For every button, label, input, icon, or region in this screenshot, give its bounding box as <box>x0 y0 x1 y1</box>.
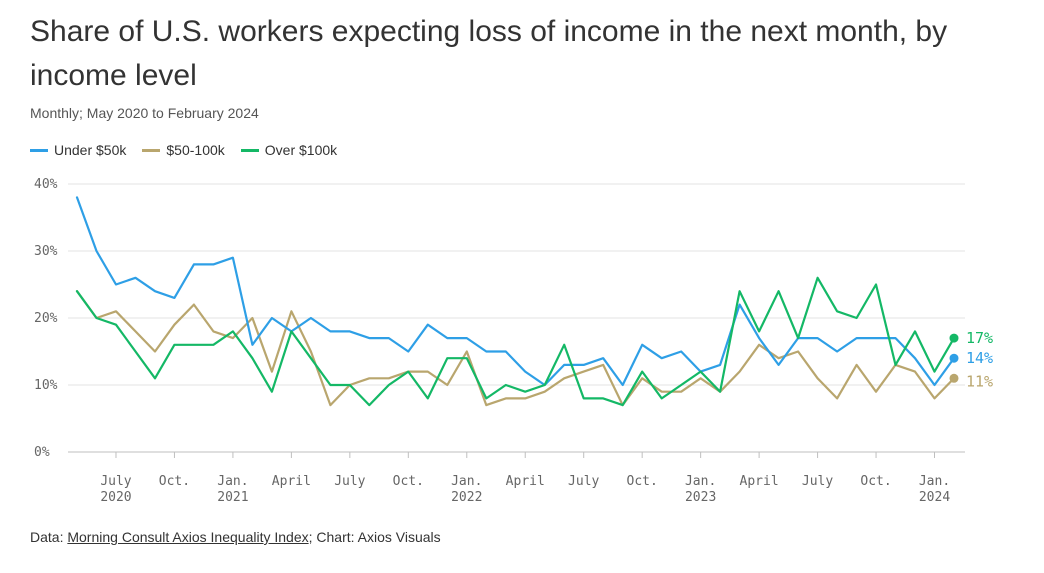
x-tick-label-2022-04: April <box>506 474 545 489</box>
x-tick-label-2023-01: Jan. <box>685 474 716 489</box>
legend-swatch-50-100k <box>142 148 161 152</box>
end-label-over-100k: 17% <box>966 329 993 347</box>
footer-source: Data: Morning Consult Axios Inequality I… <box>30 529 441 545</box>
legend-label-over-100k: Over $100k <box>264 142 338 158</box>
footer-suffix: ; Chart: Axios Visuals <box>308 529 441 545</box>
legend-label-50-100k: $50-100k <box>166 142 225 158</box>
y-tick-label-40: 40% <box>34 177 58 192</box>
source-link[interactable]: Morning Consult Axios Inequality Index <box>67 529 309 545</box>
x-tick-label-2023-07: July <box>802 474 833 489</box>
x-tick-label-2023-10: Oct. <box>860 474 891 489</box>
legend: Under $50k $50-100k Over $100k <box>30 142 353 158</box>
x-tick-label-2021-07: July <box>334 474 365 489</box>
end-dot-over-100k <box>949 333 959 343</box>
end-label-50-100k: 11% <box>966 372 993 390</box>
series-line-under-50k <box>75 196 956 387</box>
y-tick-label-20: 20% <box>34 311 58 326</box>
x-tick-label-2021-01: Jan. <box>217 474 248 489</box>
end-label-under-50k: 14% <box>966 349 993 367</box>
x-tick-label-2022-07: July <box>568 474 599 489</box>
x-tick-label-2021-10: Oct. <box>393 474 424 489</box>
x-tick-label-2020-07: July <box>100 474 131 489</box>
x-tick-year-2023: 2023 <box>685 490 716 505</box>
chart-title: Share of U.S. workers expecting loss of … <box>30 15 948 92</box>
y-tick-label-0: 0% <box>34 445 50 460</box>
end-dot-50-100k <box>949 373 959 383</box>
x-tick-label-2021-04: April <box>272 474 311 489</box>
series-line-over-100k <box>75 276 956 407</box>
footer-prefix: Data: <box>30 529 68 545</box>
x-tick-year-2020: 2020 <box>100 490 131 505</box>
series-line-50-100k <box>75 290 956 407</box>
x-tick-year-2021: 2021 <box>217 490 248 505</box>
end-dot-under-50k <box>949 353 959 363</box>
x-tick-label-2020-10: Oct. <box>159 474 190 489</box>
y-tick-label-10: 10% <box>34 378 58 393</box>
x-tick-label-2022-10: Oct. <box>627 474 658 489</box>
legend-swatch-under-50k <box>30 148 48 152</box>
x-tick-year-2022: 2022 <box>451 490 482 505</box>
y-tick-label-30: 30% <box>34 244 58 259</box>
x-tick-year-2024: 2024 <box>919 490 950 505</box>
chart-subtitle: Monthly; May 2020 to February 2024 <box>30 105 259 121</box>
legend-swatch-over-100k <box>240 148 259 152</box>
legend-item-over-100k: Over $100k <box>240 142 338 158</box>
legend-item-under-50k: Under $50k <box>30 142 126 158</box>
x-tick-label-2024-01: Jan. <box>919 474 950 489</box>
x-tick-label-2022-01: Jan. <box>451 474 482 489</box>
legend-item-50-100k: $50-100k <box>142 142 225 158</box>
x-tick-label-2023-04: April <box>740 474 779 489</box>
legend-label-under-50k: Under $50k <box>54 142 127 158</box>
